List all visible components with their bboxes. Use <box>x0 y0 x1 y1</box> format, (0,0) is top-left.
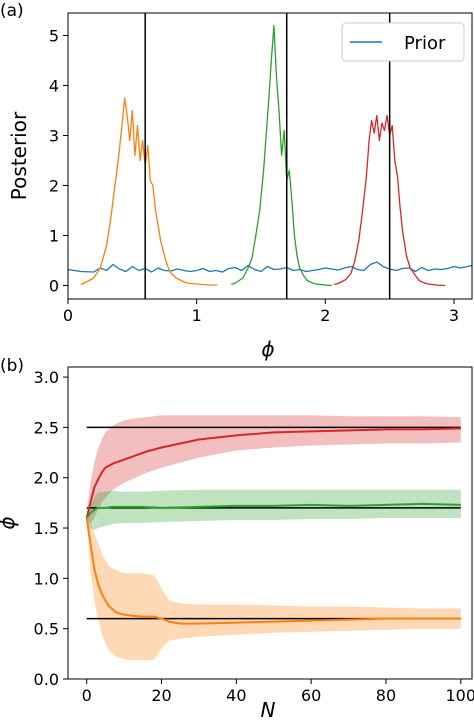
panel-b-y-tick-label: 0.5 <box>34 620 59 639</box>
panel-b-y-tick-label: 2.0 <box>34 469 59 488</box>
estimate-line <box>85 502 461 519</box>
panel-b-x-tick-label: 80 <box>376 686 396 705</box>
panel-a-y-tick-label: 4 <box>49 77 59 96</box>
confidence-band <box>86 415 461 523</box>
confidence-band <box>86 489 461 530</box>
panel-a-x-tick-label: 3 <box>449 306 459 325</box>
panel-b-x-tick-label: 100 <box>446 686 474 705</box>
legend-prior-label: Prior <box>404 33 446 54</box>
panel-b-y-tick-label: 0.0 <box>34 670 59 689</box>
legend: Prior <box>341 22 465 62</box>
panel-b-y-tick-label: 1.0 <box>34 569 59 588</box>
confidence-band <box>86 516 461 660</box>
panel-a-y-tick-label: 0 <box>49 277 59 296</box>
legend-box <box>341 22 465 62</box>
panel-a-label: (a) <box>0 1 24 21</box>
panel-b-y-tick-label: 3.0 <box>34 368 59 387</box>
panel-b-y-tick-label: 2.5 <box>34 418 59 437</box>
panel-b-x-axis-label: N <box>261 698 276 721</box>
panel-a-axes-frame <box>67 12 473 300</box>
panel-b-x-tick-label: 60 <box>301 686 321 705</box>
panel-a-y-axis-label: Posterior <box>7 111 31 200</box>
posterior-line <box>231 24 332 287</box>
panel-a-y-tick-label: 5 <box>49 27 59 46</box>
panel-b-y-axis-label: ϕ <box>0 516 19 529</box>
panel-b-plot-area: 0 20 40 60 80 100 0.0 0.5 1.0 1.5 2.0 2.5 3.0 <box>34 368 474 705</box>
panel-b-label: (b) <box>0 356 24 376</box>
panel-a-x-tick-label: 1 <box>192 306 202 325</box>
panel-b-x-tick-label: 0 <box>82 686 92 705</box>
estimate-line <box>85 517 461 625</box>
panel-a-y-tick-label: 3 <box>49 127 59 146</box>
panel-a-x-axis-label: ϕ <box>261 337 274 361</box>
panel-b-x-tick-label: 20 <box>151 686 171 705</box>
panel-a-y-tick-label: 2 <box>49 177 59 196</box>
panel-a-y-tick-label: 1 <box>49 227 59 246</box>
posterior-line <box>80 97 218 286</box>
panel-b-axes-frame <box>67 366 473 680</box>
posterior-line <box>334 114 446 287</box>
estimate-line <box>85 427 461 519</box>
panel-a-x-tick-label: 2 <box>320 306 330 325</box>
panel-b-x-tick-label: 40 <box>226 686 246 705</box>
panel-b-y-tick-label: 1.5 <box>34 519 59 538</box>
panel-a-plot-area: 0 1 2 3 0 1 2 3 4 5 <box>49 13 473 325</box>
panel-a-x-tick-label: 0 <box>63 306 73 325</box>
panel-a: (a) 0 1 2 3 0 1 2 3 4 5 ϕ Posterior Prior <box>0 1 473 361</box>
